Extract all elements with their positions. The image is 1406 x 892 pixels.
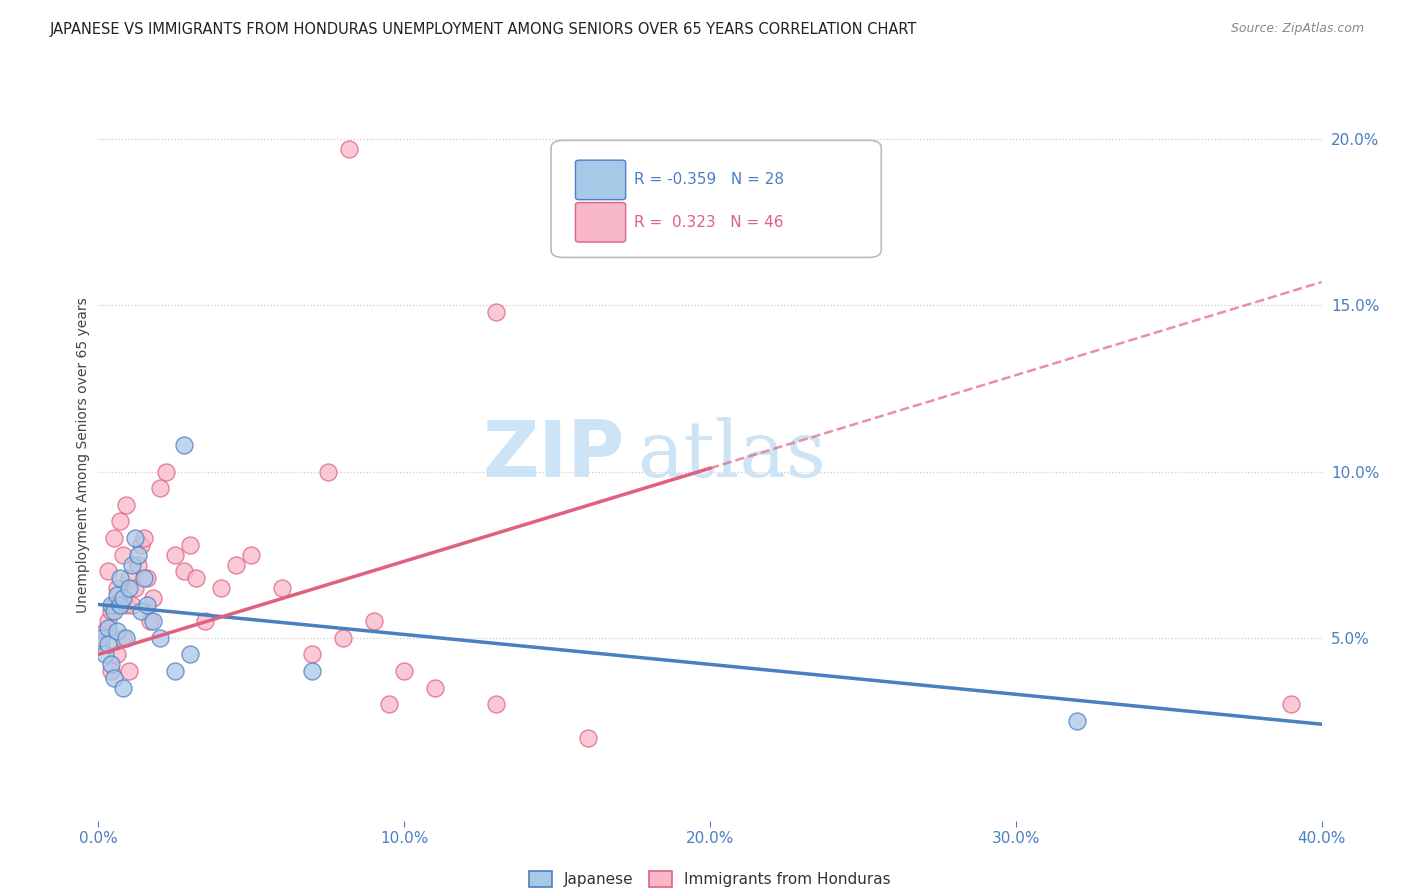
Point	[93, 624, 115, 639]
Point	[209, 581, 232, 595]
Point	[118, 664, 141, 678]
Point	[121, 598, 143, 612]
Point	[111, 681, 134, 695]
Point	[173, 564, 195, 578]
Point	[301, 648, 323, 662]
Point	[179, 648, 201, 662]
Point	[105, 588, 128, 602]
Point	[378, 698, 401, 712]
Point	[103, 604, 125, 618]
Point	[115, 598, 138, 612]
Point	[129, 604, 152, 618]
Point	[90, 637, 112, 651]
Legend: Japanese, Immigrants from Honduras: Japanese, Immigrants from Honduras	[523, 865, 897, 892]
Point	[97, 621, 120, 635]
Point	[108, 571, 131, 585]
Point	[240, 548, 263, 562]
Point	[115, 498, 138, 512]
Point	[100, 664, 122, 678]
Point	[316, 465, 339, 479]
FancyBboxPatch shape	[575, 202, 626, 242]
Point	[485, 698, 508, 712]
Point	[103, 531, 125, 545]
Text: R = -0.359   N = 28: R = -0.359 N = 28	[634, 172, 785, 187]
Point	[301, 664, 323, 678]
Point	[332, 631, 354, 645]
Point	[149, 481, 172, 495]
Point	[149, 631, 172, 645]
Point	[93, 648, 115, 662]
Point	[103, 671, 125, 685]
Point	[127, 548, 149, 562]
Point	[111, 631, 134, 645]
Point	[100, 657, 122, 672]
Point	[485, 305, 508, 319]
Y-axis label: Unemployment Among Seniors over 65 years: Unemployment Among Seniors over 65 years	[76, 297, 90, 613]
Point	[337, 142, 360, 156]
Point	[105, 624, 128, 639]
Point	[100, 598, 122, 612]
Point	[173, 438, 195, 452]
Text: R =  0.323   N = 46: R = 0.323 N = 46	[634, 215, 783, 230]
Point	[142, 614, 165, 628]
Point	[423, 681, 446, 695]
Point	[111, 591, 134, 605]
Point	[136, 571, 159, 585]
Point	[392, 664, 416, 678]
Point	[136, 598, 159, 612]
Point	[103, 598, 125, 612]
Point	[1279, 698, 1302, 712]
Text: Source: ZipAtlas.com: Source: ZipAtlas.com	[1230, 22, 1364, 36]
Text: atlas: atlas	[637, 417, 825, 492]
Point	[194, 614, 217, 628]
Point	[225, 558, 247, 572]
Point	[134, 571, 156, 585]
FancyBboxPatch shape	[551, 140, 882, 258]
Point	[363, 614, 385, 628]
Point	[186, 571, 208, 585]
Point	[118, 571, 141, 585]
Point	[142, 591, 165, 605]
Text: ZIP: ZIP	[482, 417, 624, 493]
Point	[111, 548, 134, 562]
Point	[163, 548, 186, 562]
Point	[97, 614, 120, 628]
Point	[90, 631, 112, 645]
Point	[124, 531, 146, 545]
Point	[108, 515, 131, 529]
Point	[124, 581, 146, 595]
Point	[179, 538, 201, 552]
Point	[1066, 714, 1088, 728]
Text: JAPANESE VS IMMIGRANTS FROM HONDURAS UNEMPLOYMENT AMONG SENIORS OVER 65 YEARS CO: JAPANESE VS IMMIGRANTS FROM HONDURAS UNE…	[49, 22, 917, 37]
FancyBboxPatch shape	[575, 161, 626, 200]
Point	[127, 558, 149, 572]
Point	[270, 581, 292, 595]
Point	[108, 598, 131, 612]
Point	[139, 614, 162, 628]
Point	[576, 731, 599, 745]
Point	[100, 604, 122, 618]
Point	[97, 564, 120, 578]
Point	[105, 581, 128, 595]
Point	[163, 664, 186, 678]
Point	[121, 558, 143, 572]
Point	[155, 465, 177, 479]
Point	[118, 581, 141, 595]
Point	[134, 531, 156, 545]
Point	[129, 538, 152, 552]
Point	[97, 637, 120, 651]
Point	[105, 648, 128, 662]
Point	[115, 631, 138, 645]
